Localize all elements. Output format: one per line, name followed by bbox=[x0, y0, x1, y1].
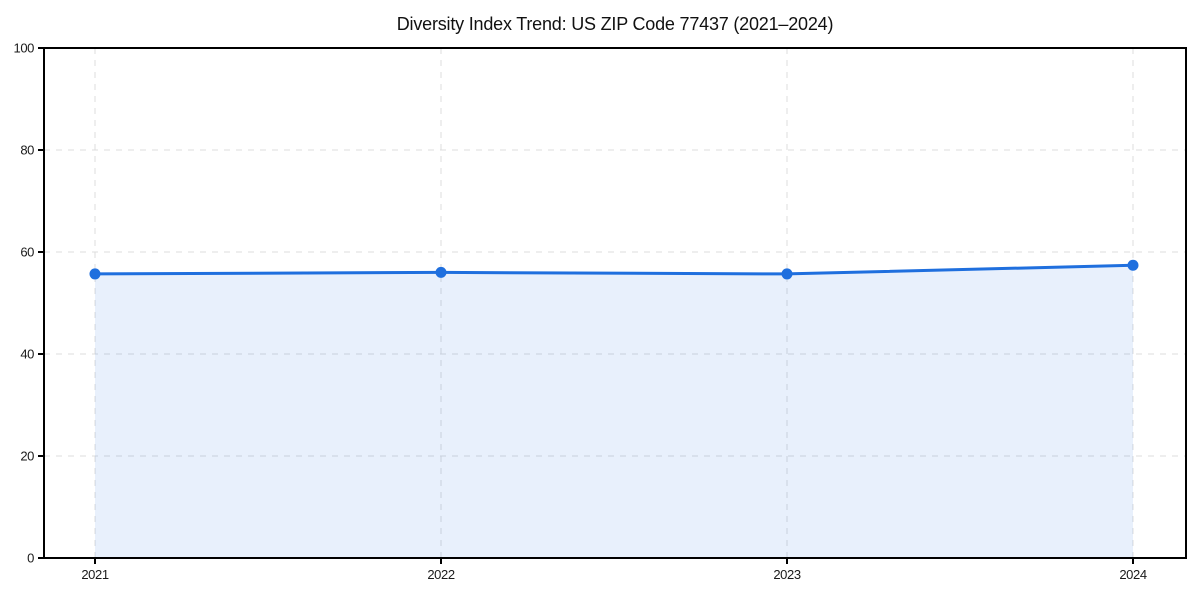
area-fill bbox=[95, 265, 1133, 558]
x-tick-label: 2021 bbox=[81, 567, 108, 582]
plot-border bbox=[43, 47, 1187, 559]
trend-line bbox=[93, 263, 1135, 276]
data-point bbox=[1127, 259, 1139, 271]
y-tick-label: 80 bbox=[20, 143, 34, 158]
y-tick-label: 20 bbox=[20, 449, 34, 464]
data-points bbox=[89, 259, 1139, 280]
y-tick-label: 0 bbox=[27, 551, 34, 566]
y-tick-label: 100 bbox=[14, 41, 35, 56]
x-tick-labels: 2021 2022 2023 2024 bbox=[81, 567, 1147, 582]
tick-marks bbox=[38, 47, 1134, 564]
chart-title: Diversity Index Trend: US ZIP Code 77437… bbox=[397, 14, 834, 34]
data-point bbox=[435, 266, 447, 278]
gridlines bbox=[44, 48, 1186, 558]
y-tick-label: 40 bbox=[20, 347, 34, 362]
x-tick-label: 2023 bbox=[773, 567, 800, 582]
y-tick-label: 60 bbox=[20, 245, 34, 260]
x-tick-label: 2022 bbox=[427, 567, 454, 582]
x-tick-label: 2024 bbox=[1119, 567, 1146, 582]
data-point bbox=[781, 268, 793, 280]
data-point bbox=[89, 268, 101, 280]
y-tick-labels: 0 20 40 60 80 100 bbox=[14, 41, 35, 566]
